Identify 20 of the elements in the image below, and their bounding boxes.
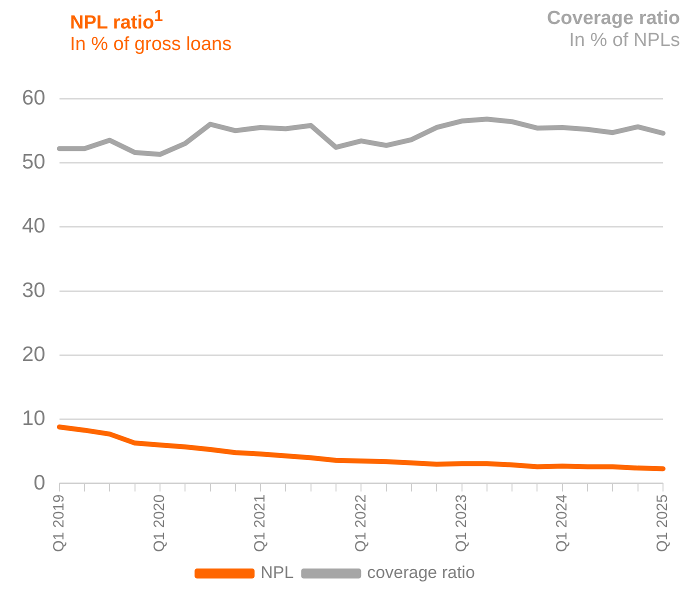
x-tick-label: Q1 2024	[554, 494, 571, 552]
legend-label: NPL	[260, 563, 294, 582]
y-tick-label: 20	[22, 342, 46, 366]
x-tick-label: Q1 2025	[654, 494, 672, 552]
y-tick-label: 0	[34, 471, 46, 494]
legend-label: coverage ratio	[367, 563, 475, 582]
x-tick-label: Q1 2023	[452, 494, 470, 552]
x-tick-label: Q1 2021	[252, 494, 269, 552]
y-tick-label: 50	[22, 150, 46, 174]
y-tick-label: 60	[22, 86, 46, 110]
text: In % of NPLs	[568, 30, 680, 52]
chart-title: NPL ratio$^{1}$	[70, 8, 164, 34]
chart-subtitle: In % of gross loans	[70, 34, 232, 56]
text: Coverage ratio	[546, 8, 680, 30]
x-tick-label: Q1 2019	[50, 494, 68, 552]
x-tick-label: Q1 2022	[352, 494, 370, 552]
y-tick-label: 40	[22, 214, 46, 238]
x-tick-label: Q1 2020	[151, 494, 168, 552]
y-tick-label: 10	[22, 407, 46, 430]
y-tick-label: 30	[22, 278, 46, 302]
